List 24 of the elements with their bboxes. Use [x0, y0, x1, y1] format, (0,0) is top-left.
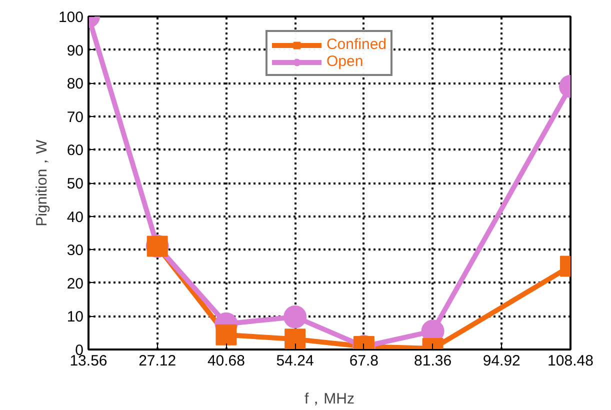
- x-tick-label: 54.24: [276, 352, 314, 370]
- x-tick-label: 108.48: [548, 352, 594, 370]
- y-tick-label: 100: [58, 9, 84, 26]
- y-tick-label: 30: [66, 242, 84, 260]
- y-tick-label: 90: [66, 42, 84, 60]
- x-tick-label: 40.68: [207, 352, 245, 370]
- y-tick-label: 70: [66, 108, 84, 126]
- y-tick-label: 10: [66, 308, 84, 326]
- legend-label: Open: [326, 53, 364, 70]
- point: [216, 324, 237, 346]
- y-tick-label: 40: [66, 208, 84, 226]
- y-tick-label: 50: [66, 176, 84, 192]
- y-tick-label: 80: [66, 76, 84, 93]
- x-tick-label: 81.36: [414, 352, 452, 370]
- x-tick-label: 94.92: [482, 352, 520, 370]
- x-tick-label: 67.8: [349, 352, 379, 370]
- point: [284, 305, 307, 328]
- x-axis-title: f，MHz: [304, 390, 354, 408]
- y-tick-label: 60: [66, 142, 84, 160]
- y-tick-label: 20: [66, 275, 84, 292]
- legend-label: Confined: [326, 36, 387, 53]
- y-axis-title: Pignition，W: [33, 138, 50, 226]
- point: [284, 328, 306, 350]
- x-tick-label: 27.12: [138, 352, 176, 370]
